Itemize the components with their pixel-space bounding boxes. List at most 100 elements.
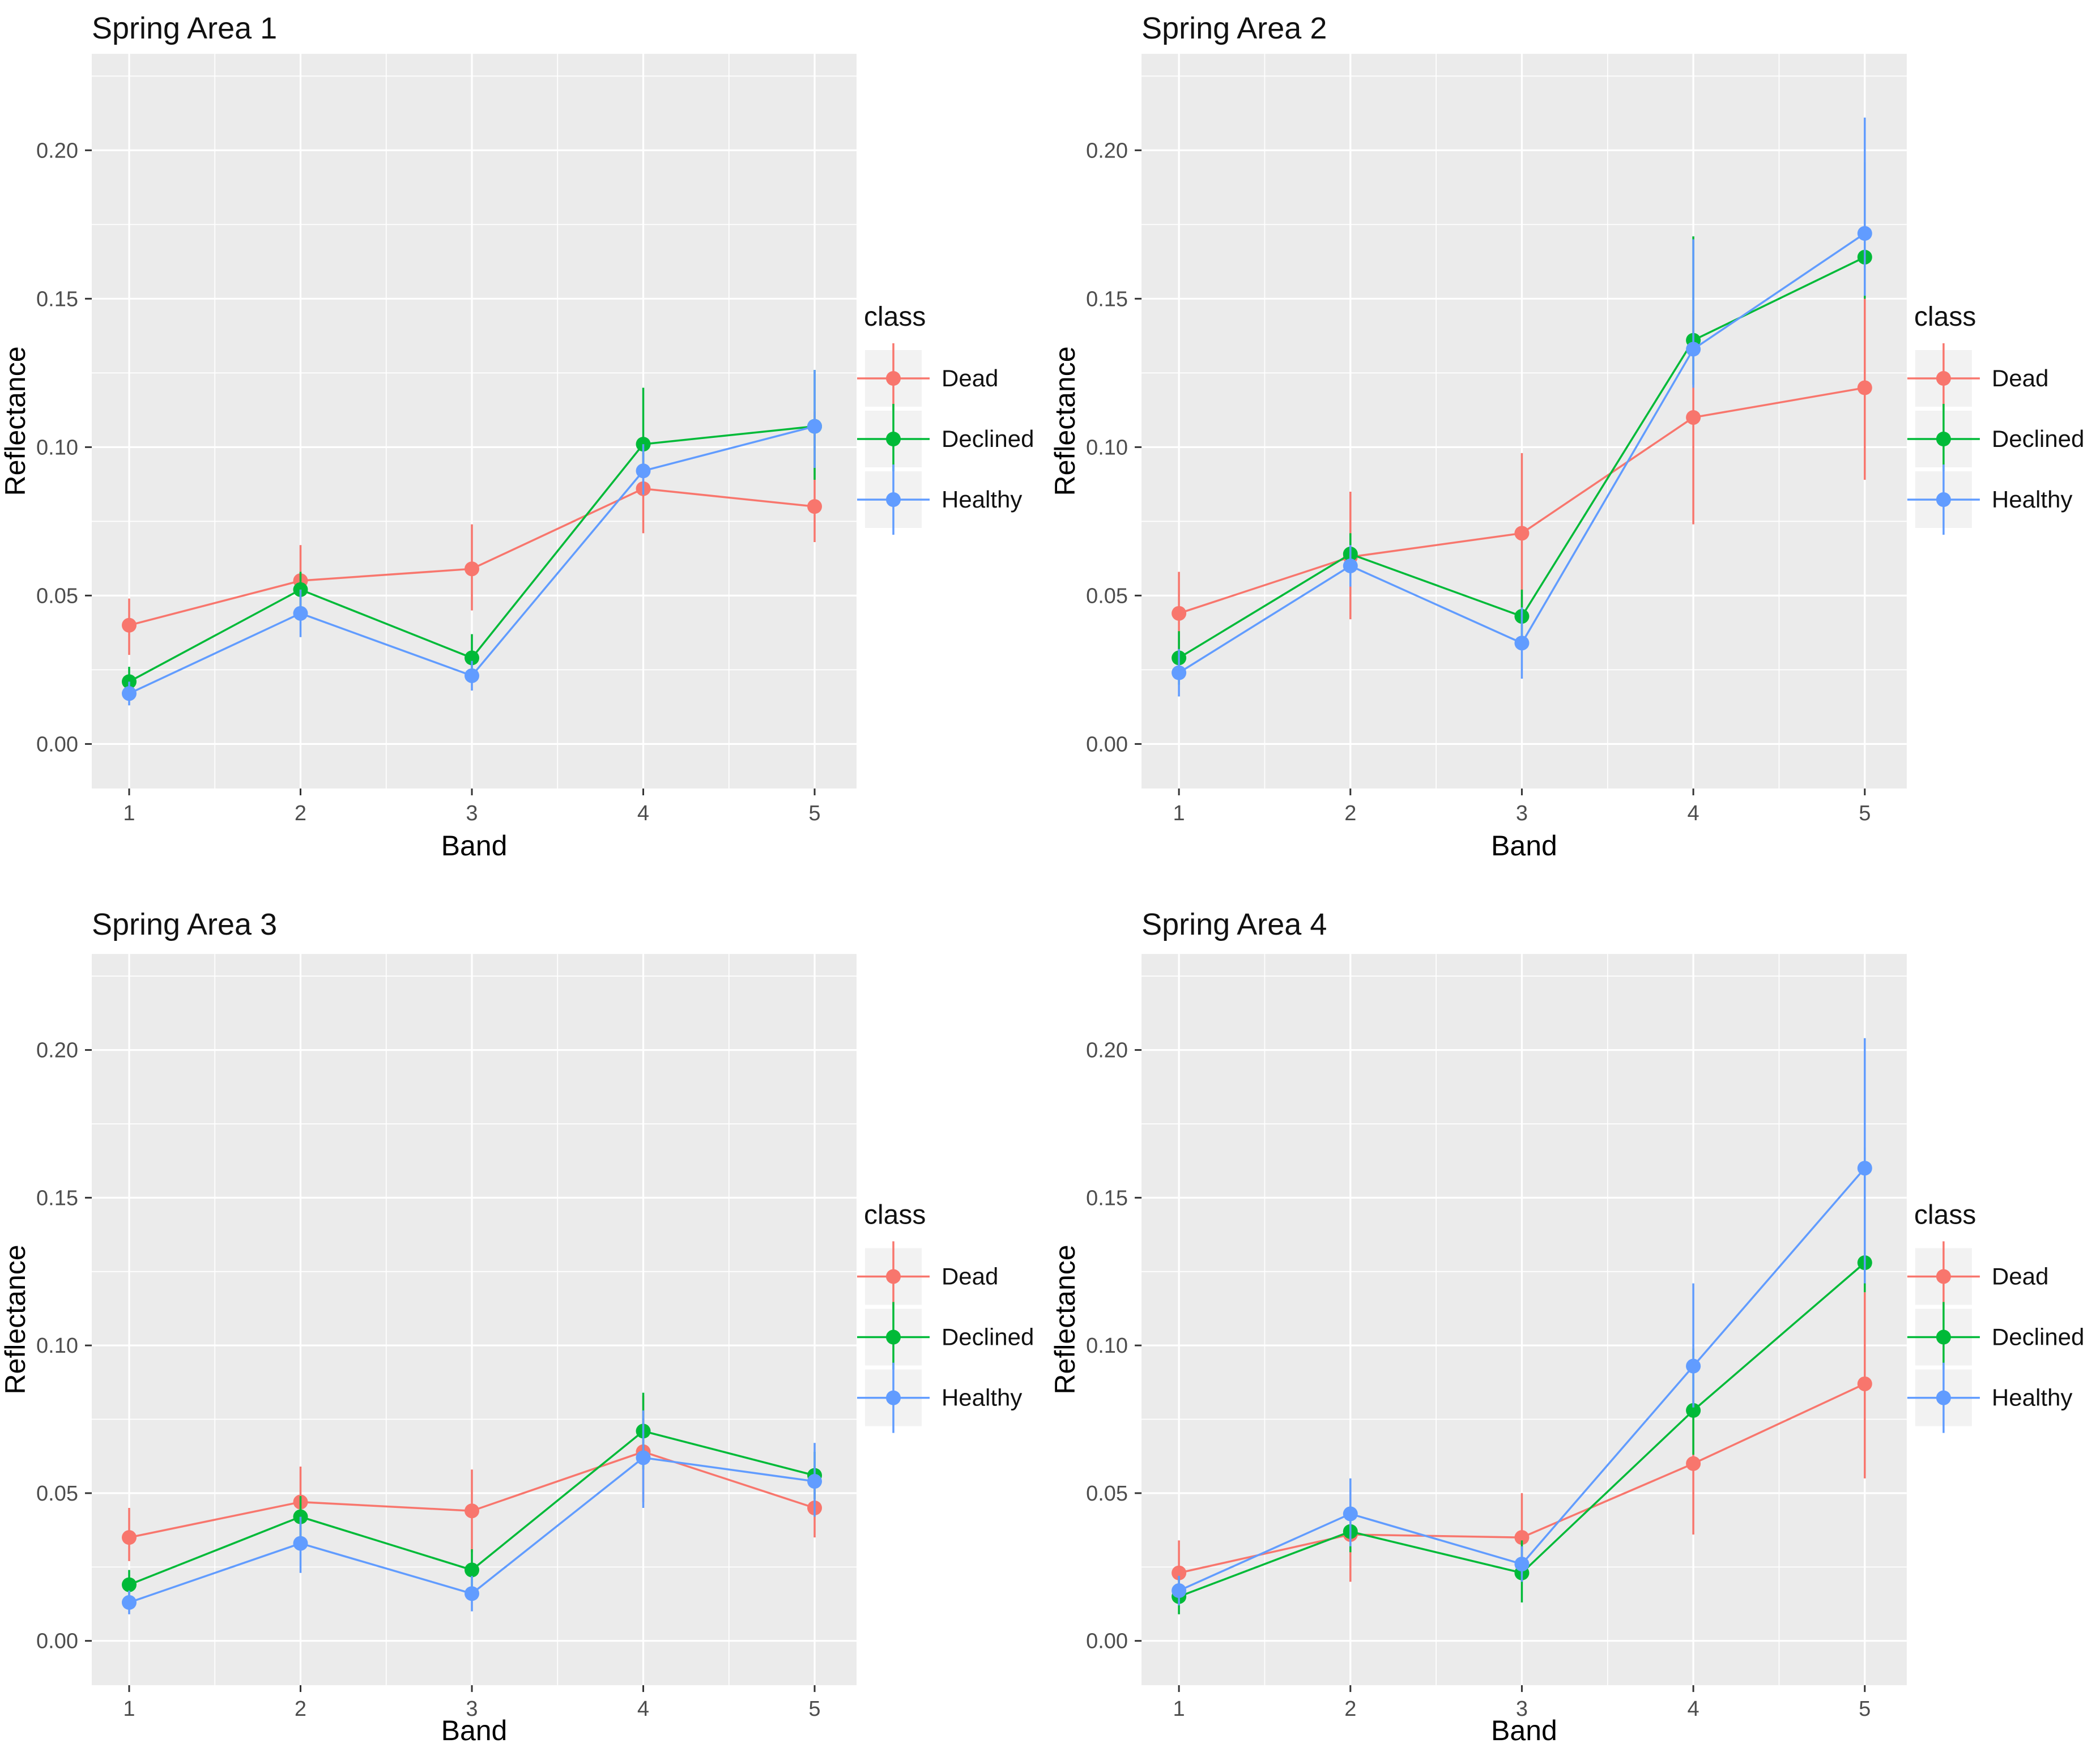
legend-title: class [864,1200,926,1230]
x-tick-label: 4 [1688,802,1699,825]
y-axis-title: Reflectance [1050,1245,1081,1394]
chart-canvas-4: 0.00 0.05 0.10 0.15 0.20 1 2 3 4 5 Spring Area 4 Ba… [1050,907,2084,1743]
chart-canvas-1: 0.00 0.05 0.10 0.15 0.20 1 2 3 4 5 Spring Area 1 Ba… [0,11,1034,862]
x-tick-label: 3 [466,802,478,825]
data-point-healthy-band-4 [636,463,651,479]
x-axis-title: Band [1491,830,1557,862]
pointrange-icon [857,464,930,535]
legend-item-label: Dead [942,365,998,391]
data-point-healthy-band-2 [1343,558,1358,573]
pointrange-icon [1907,1302,1980,1373]
x-tick-label: 4 [637,1697,649,1721]
legend: class Dead Declined Healthy [1907,1200,2084,1433]
legend: class Dead Declined Healthy [1907,302,2084,535]
legend-item-label: Healthy [942,486,1022,513]
y-tick-label: 0.15 [1086,1186,1128,1210]
x-tick-label: 4 [637,802,649,825]
y-tick-label: 0.20 [1086,1039,1128,1063]
y-tick-label: 0.00 [1086,732,1128,756]
y-axis-title: Reflectance [0,1245,31,1394]
x-axis-title: Band [441,830,508,862]
data-point-dead-band-4 [1686,1456,1701,1471]
data-point-declined-band-3 [465,650,479,666]
data-point-declined-band-1 [122,1577,137,1592]
data-point-dead-band-1 [1172,606,1187,621]
x-tick-label: 1 [123,1697,135,1721]
legend-item-label: Healthy [942,1384,1022,1411]
chart-spring-area-3: 0.00 0.05 0.10 0.15 0.20 1 2 3 4 5 Spring Area 3 Ba… [0,871,1050,1743]
x-tick-label: 5 [1859,802,1871,825]
y-tick-label: 0.10 [1086,436,1128,459]
data-point-dead-band-3 [1514,526,1530,541]
data-point-dead-band-1 [122,1530,137,1545]
y-tick-label: 0.10 [36,1334,78,1358]
data-point-healthy-band-5 [1857,1161,1872,1176]
x-tick-label: 1 [1173,1697,1185,1721]
data-point-healthy-band-4 [636,1450,651,1465]
pointrange-icon [857,1362,930,1433]
chart-title: Spring Area 2 [1141,11,1327,45]
y-tick-label: 0.00 [36,732,78,756]
x-axis-title: Band [441,1715,508,1743]
data-point-dead-band-5 [807,499,822,514]
legend-item-label: Healthy [1992,1384,2072,1411]
x-tick-label: 4 [1688,1697,1699,1721]
y-tick-label: 0.10 [36,436,78,459]
x-tick-label: 3 [1516,1697,1528,1721]
data-point-healthy-band-3 [1514,636,1530,651]
legend-title: class [1914,302,1976,332]
data-point-healthy-band-4 [1686,342,1701,357]
data-point-healthy-band-1 [1172,1583,1187,1599]
data-point-healthy-band-3 [465,1586,479,1601]
data-point-healthy-band-5 [807,1474,822,1489]
data-point-declined-band-3 [465,1562,479,1578]
x-tick-label: 2 [1344,1697,1356,1721]
x-tick-label: 5 [808,802,820,825]
y-tick-label: 0.20 [1086,139,1128,163]
data-point-dead-band-4 [1686,410,1701,425]
legend-item-label: Declined [1992,1324,2084,1350]
chart-title: Spring Area 4 [1141,907,1327,941]
legend-item-label: Dead [942,1263,998,1289]
y-tick-label: 0.05 [36,584,78,608]
chart-spring-area-4: 0.00 0.05 0.10 0.15 0.20 1 2 3 4 5 Spring Area 4 Ba… [1050,871,2100,1743]
chart-canvas-3: 0.00 0.05 0.10 0.15 0.20 1 2 3 4 5 Spring Area 3 Ba… [0,907,1034,1743]
y-tick-label: 0.15 [1086,287,1128,311]
legend: class Dead Declined Healthy [857,1200,1034,1433]
x-tick-label: 5 [808,1697,820,1721]
y-axis-title: Reflectance [1050,347,1081,496]
chart-title: Spring Area 3 [92,907,277,941]
pointrange-icon [857,343,930,414]
pointrange-icon [857,1241,930,1312]
chart-canvas-2: 0.00 0.05 0.10 0.15 0.20 1 2 3 4 5 Spring Area 2 Ba… [1050,11,2084,862]
data-point-healthy-band-5 [807,419,822,434]
x-tick-label: 1 [1173,802,1185,825]
y-tick-label: 0.05 [1086,1482,1128,1506]
x-tick-label: 5 [1859,1697,1871,1721]
panel-background [1141,54,1907,789]
data-point-dead-band-3 [1514,1530,1530,1545]
y-tick-label: 0.15 [36,1186,78,1210]
y-tick-label: 0.15 [36,287,78,311]
x-tick-label: 2 [1344,802,1356,825]
data-point-healthy-band-2 [1343,1506,1358,1522]
legend-item-label: Declined [1992,425,2084,452]
x-tick-label: 2 [295,1697,306,1721]
pointrange-icon [1907,1241,1980,1312]
data-point-dead-band-1 [122,617,137,633]
chart-title: Spring Area 1 [92,11,277,45]
x-axis-title: Band [1491,1715,1557,1743]
legend-item-label: Dead [1992,1263,2048,1289]
y-tick-label: 0.20 [36,139,78,163]
x-tick-label: 3 [1516,802,1528,825]
pointrange-icon [857,404,930,474]
legend-title: class [1914,1200,1976,1230]
legend: class Dead Declined Healthy [857,302,1034,535]
data-point-healthy-band-5 [1857,226,1872,241]
data-point-healthy-band-4 [1686,1358,1701,1374]
x-tick-label: 3 [466,1697,478,1721]
data-point-dead-band-5 [1857,1376,1872,1391]
x-tick-label: 2 [295,802,306,825]
data-point-healthy-band-1 [122,1595,137,1610]
